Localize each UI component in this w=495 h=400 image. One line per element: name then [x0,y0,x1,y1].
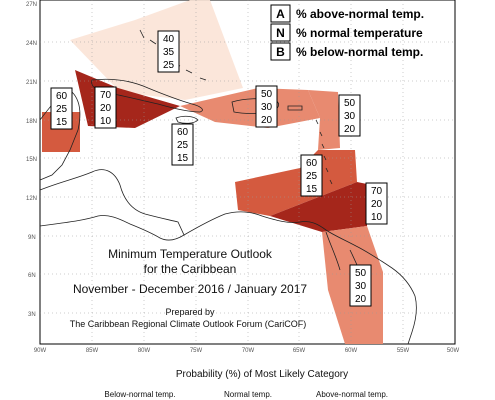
prob-below: 15 [56,117,68,128]
prob-box-frame [338,94,361,137]
prob-below: 15 [177,153,189,164]
title-line-3: November - December 2016 / January 2017 [73,282,307,296]
prob-below: 20 [344,124,356,135]
prob-box-guianas: 50 30 20 [349,264,372,307]
legend-key-text-a: % above-normal temp. [296,7,424,21]
lon-tick: 50W [447,348,460,354]
prob-above: 50 [344,98,356,109]
legend-key-letter-n: N [276,26,285,40]
category-labels: Below-normal temp. Normal temp. Above-no… [104,390,388,399]
prob-box-trinidad: 70 20 10 [365,182,388,225]
legend-key-letter-b: B [276,45,285,59]
prob-above: 70 [371,186,383,197]
prob-box-frame [94,86,117,129]
lat-tick: 9N [28,235,36,241]
prob-above: 60 [306,158,318,169]
category-label-normal: Normal temp. [224,390,272,399]
prob-above: 60 [177,127,189,138]
prob-below: 25 [163,60,175,71]
lat-tick: 12N [26,196,37,202]
prob-above: 60 [56,91,68,102]
prob-box-frame [300,154,323,197]
legend-key-box-b [270,42,291,61]
lon-tick: 70W [242,348,255,354]
region-jamaica [180,88,320,128]
legend-key-letter-a: A [276,7,285,21]
category-label-above: Above-normal temp. [316,390,388,399]
prob-box-frame [255,85,278,128]
prob-box-hispaniola: 50 30 20 [255,85,278,128]
prob-above: 50 [355,268,367,279]
prob-normal: 25 [56,104,68,115]
probability-caption: Probability (%) of Most Likely Category [176,369,348,380]
legend-key-text-n: % normal temperature [296,26,423,40]
prob-above: 50 [261,89,273,100]
prob-above: 40 [163,34,175,45]
lat-tick: 15N [26,157,37,163]
region-windwards [235,150,357,216]
prob-below: 15 [306,184,318,195]
prob-box-frame [50,87,73,130]
lat-tick: 3N [28,312,36,318]
lat-tick: 21N [26,80,37,86]
prob-below: 20 [355,294,367,305]
prob-normal: 20 [371,199,383,210]
coast-south-america [183,211,417,345]
legend-key: A % above-normal temp. N % normal temper… [270,4,424,61]
prob-box-cuba-west: 70 20 10 [94,86,117,129]
legend-key-text-b: % below-normal temp. [296,45,423,59]
title-line-2: for the Caribbean [144,262,237,276]
prob-normal: 35 [163,47,175,58]
region-bahamas [70,0,243,100]
prob-normal: 30 [261,102,273,113]
lon-tick: 75W [190,348,203,354]
coast-puerto-rico [287,105,303,111]
prob-normal: 30 [344,111,356,122]
coast-hispaniola [231,98,279,114]
map-title: Minimum Temperature Outlook for the Cari… [70,247,308,329]
category-label-below: Below-normal temp. [104,390,175,399]
lon-tick: 65W [293,348,306,354]
prob-box-windwards: 60 25 15 [300,154,323,197]
prob-below: 10 [371,212,383,223]
lon-tick: 90W [34,348,47,354]
prob-box-frame [157,30,180,73]
prob-box-jamaica: 60 25 15 [171,123,194,166]
coast-jamaica [175,115,199,124]
prob-box-bahamas: 40 35 25 [157,30,180,73]
prepared-org: The Caribbean Regional Climate Outlook F… [70,319,307,329]
prob-below: 20 [261,115,273,126]
prob-box-frame [365,182,388,225]
lon-tick: 55W [397,348,410,354]
prob-normal: 30 [355,281,367,292]
prob-box-belize: 60 25 15 [50,87,73,130]
prob-below: 10 [100,116,112,127]
lon-tick: 80W [138,348,151,354]
coast-lesser-antilles [315,119,333,185]
lat-tick: 18N [26,119,37,125]
prob-box-frame [171,123,194,166]
lon-tick: 85W [86,348,99,354]
lat-tick: 27N [26,2,37,8]
prob-normal: 20 [100,103,112,114]
title-line-1: Minimum Temperature Outlook [108,247,273,261]
lon-tick: 60W [345,348,358,354]
prob-box-lesser-antilles: 50 30 20 [338,94,361,137]
prob-box-frame [349,264,372,307]
lon-ticks: 90W 85W 80W 75W 70W 65W 60W 55W 50W [34,348,460,354]
legend-key-box-a [270,4,291,23]
legend-key-box-n [270,23,291,42]
lat-ticks: 27N 24N 21N 18N 15N 12N 9N 6N 3N [26,2,37,318]
region-trinidad [270,182,367,232]
prob-normal: 25 [177,140,189,151]
prepared-by: Prepared by [165,307,215,317]
prob-normal: 25 [306,171,318,182]
prob-above: 70 [100,90,112,101]
lat-tick: 24N [26,41,37,47]
lat-tick: 6N [28,273,36,279]
